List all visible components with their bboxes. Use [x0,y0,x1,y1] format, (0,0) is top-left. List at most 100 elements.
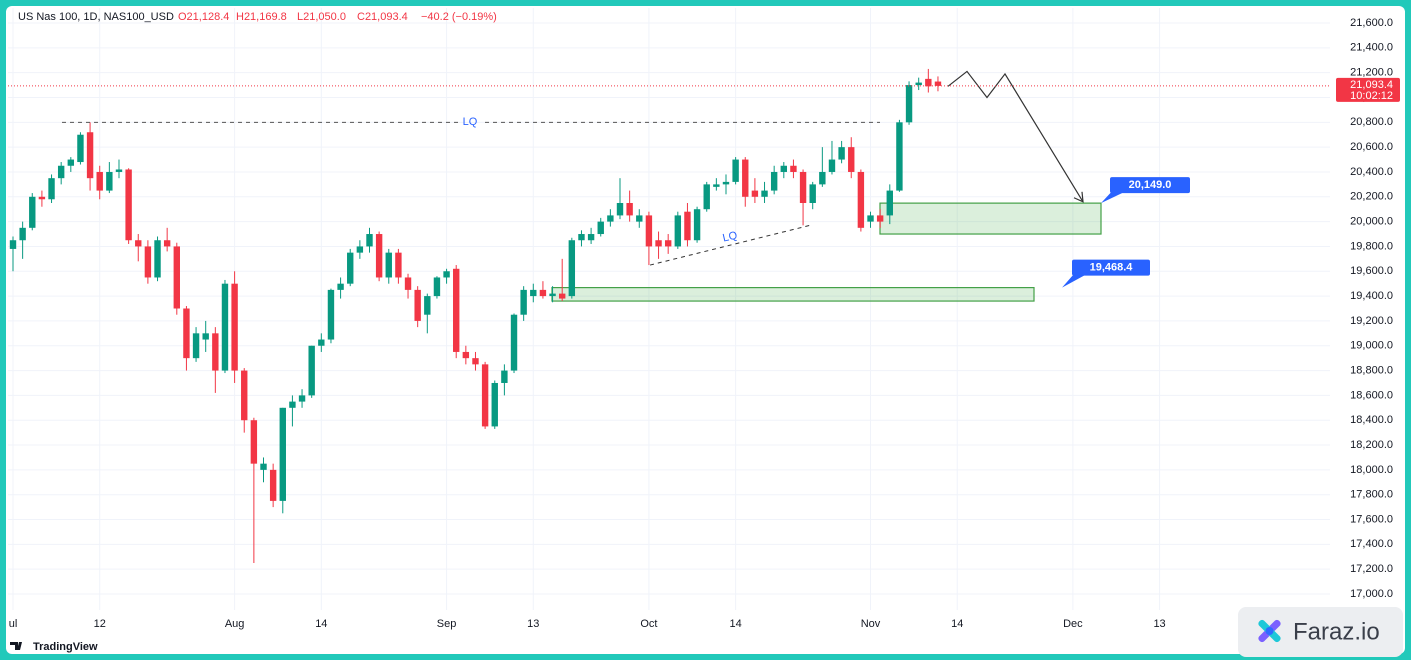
candle-body [9,240,17,249]
candle-body [770,171,778,191]
x-tick-label: Dec [1063,618,1083,630]
icon-dot [1265,627,1274,635]
y-tick-label: 19,000.0 [1350,340,1393,352]
candle-body [761,190,768,197]
trend-label: LQ [721,230,738,245]
x-tick-label: Aug [225,618,245,630]
candle-body [414,289,421,321]
x-tick-label: 14 [730,618,742,630]
candle-body [501,370,508,383]
candle-body [192,333,200,359]
candle-body [231,283,238,371]
candle-body [77,134,84,163]
x-tick-label: Oct [640,618,657,630]
candle-body [163,240,171,247]
ohlc-open: O21,128.4 [178,11,229,23]
grid [8,8,1330,610]
tradingview-logo: TradingView [10,641,98,653]
candle-body [742,159,749,197]
candle-body [520,289,527,315]
candle-body [693,209,701,241]
candle-body [472,358,479,365]
candle-body [356,246,364,253]
y-tick-label: 20,600.0 [1350,141,1393,153]
candle-body [404,277,412,290]
candle-body [279,407,286,501]
y-tick-label: 21,600.0 [1350,17,1393,29]
demand-zone [551,287,1035,302]
candle-body [905,85,913,123]
candle-body [385,252,392,278]
candle-body [587,234,595,241]
candle-body [366,234,373,247]
y-tick-label: 18,800.0 [1350,364,1393,376]
demand-zone [879,202,1102,235]
candle-body [828,159,836,172]
y-tick-label: 19,200.0 [1350,315,1393,327]
x-tick-label: ul [9,618,18,630]
candle-body [549,293,556,297]
candle-body [462,351,470,359]
y-tick-label: 19,800.0 [1350,240,1393,252]
candle-body [212,333,219,371]
candle-body [154,240,161,278]
y-tick-label: 18,200.0 [1350,439,1393,451]
y-tick-label: 18,400.0 [1350,414,1393,426]
candle-body [510,314,518,371]
platform-name: TradingView [33,641,98,653]
candle-body [732,159,739,182]
y-tick-label: 20,800.0 [1350,116,1393,128]
candle-body [67,159,75,166]
candle-body [424,296,431,315]
candle-body [703,184,710,210]
watermark-icon [1258,619,1281,643]
projection-arrowhead [1073,191,1084,203]
watermark-text: Faraz.io [1293,618,1380,645]
candle-body [934,81,942,86]
y-tick-label: 21,400.0 [1350,42,1393,54]
y-tick-label: 17,200.0 [1350,563,1393,575]
y-tick-label: 18,000.0 [1350,464,1393,476]
y-tick-label: 18,600.0 [1350,389,1393,401]
callout-label: 19,468.4 [1090,262,1134,274]
watermark: Faraz.io [1238,607,1403,657]
chart-background [6,6,1405,654]
candle-body [684,211,691,241]
y-tick-label: 17,800.0 [1350,489,1393,501]
candle-body [857,171,865,228]
candle-body [616,202,624,216]
candle-body [96,171,103,191]
candle-body [318,339,325,346]
x-tick-label: 12 [94,618,106,630]
candle-body [202,333,209,340]
candle-body [106,171,113,191]
candle-body [780,165,787,172]
y-tick-label: 21,200.0 [1350,67,1393,79]
candle-body [135,240,142,247]
candle-body [29,196,36,228]
logo-icon [10,642,22,650]
y-tick-label: 19,600.0 [1350,265,1393,277]
candle-body [221,283,229,371]
candle-body [125,169,132,241]
projection-path [947,70,1084,203]
candle-body [876,215,884,222]
candle-body [645,215,653,247]
candle-body [568,240,576,297]
x-tick-label: 13 [527,618,539,630]
y-tick-label: 19,400.0 [1350,290,1393,302]
candle-body [809,184,816,203]
x-tick-label: Nov [861,618,881,630]
candle-body [269,469,277,501]
candle-body [790,165,797,172]
callout-box [1072,259,1150,276]
candle-body [713,184,720,187]
watermark-box [1238,607,1403,657]
candle-body [925,78,932,87]
candle-body [433,277,441,297]
callout-box [1110,177,1190,194]
candle-body [19,227,26,241]
trend-line [649,224,811,266]
candle-body [57,165,65,179]
